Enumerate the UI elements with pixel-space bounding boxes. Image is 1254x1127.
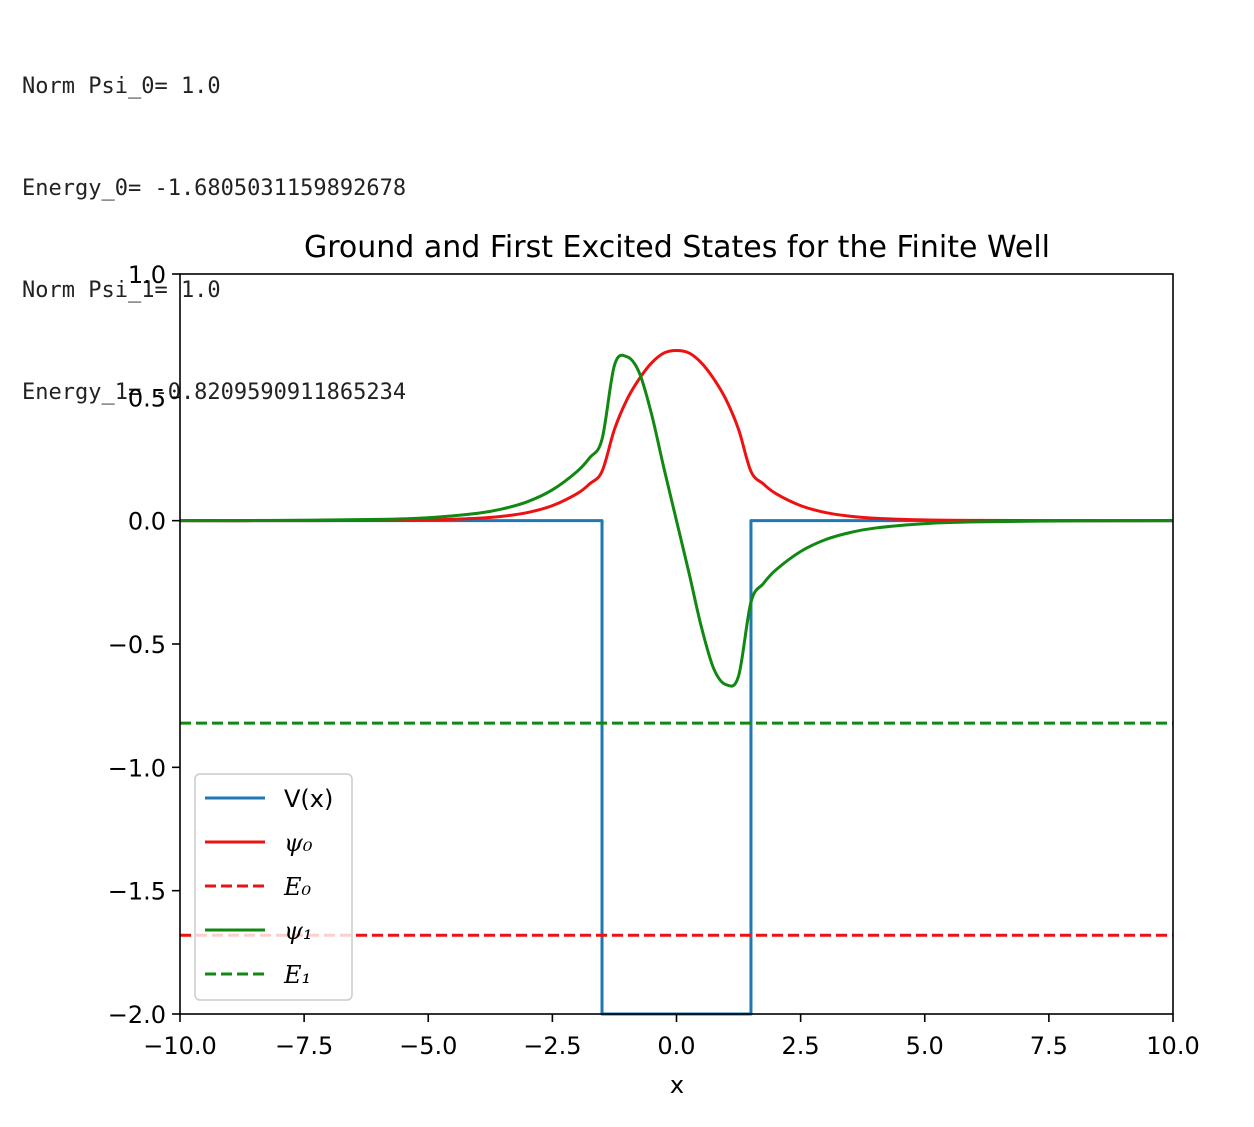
y-tick-label: 1.0 (128, 261, 166, 289)
legend-label: ψ₀ (284, 829, 313, 857)
x-tick-label: −5.0 (399, 1032, 457, 1060)
x-tick-label: 5.0 (906, 1032, 944, 1060)
series-line-3 (179, 353, 1174, 688)
series-line-1 (179, 348, 1174, 523)
console-output: Norm Psi_0= 1.0 Energy_0= -1.68050311598… (22, 2, 406, 444)
y-tick-label: −0.5 (108, 631, 166, 659)
y-tick-label: 0.0 (128, 508, 166, 536)
console-line: Norm Psi_1= 1.0 (22, 278, 221, 303)
y-tick-label: −2.0 (108, 1001, 166, 1029)
x-tick-label: 10.0 (1146, 1032, 1199, 1060)
console-line: Energy_0= -1.6805031159892678 (22, 176, 407, 201)
y-tick-label: −1.5 (108, 878, 166, 906)
y-tick-label: 0.5 (128, 384, 166, 412)
ticks-layer: −10.0 −7.5 −5.0 −2.5 0.0 2.5 5.0 7.5 10.0 1.0 0.5 0… (108, 261, 1200, 1060)
x-tick-label: 2.5 (782, 1032, 820, 1060)
y-tick-label: −1.0 (108, 754, 166, 782)
console-line: Energy_1= -0.8209590911865234 (22, 380, 407, 405)
chart-title: Ground and First Excited States for the … (304, 230, 1050, 265)
x-tick-label: −10.0 (143, 1032, 217, 1060)
legend-label: ψ₁ (284, 917, 312, 945)
legend-label: V(x) (284, 785, 333, 813)
legend-frame (194, 773, 353, 1001)
x-axis-label: x (670, 1071, 684, 1099)
console-line: Norm Psi_0= 1.0 (22, 74, 221, 99)
x-tick-label: −7.5 (275, 1032, 333, 1060)
legend: V(x) ψ₀ E₀ ψ₁ E₁ (194, 773, 353, 1001)
x-tick-label: 0.0 (657, 1032, 695, 1060)
x-tick-label: 7.5 (1030, 1032, 1068, 1060)
x-tick-label: −2.5 (523, 1032, 581, 1060)
legend-label: E₀ (283, 873, 312, 901)
legend-label: E₁ (283, 961, 311, 989)
